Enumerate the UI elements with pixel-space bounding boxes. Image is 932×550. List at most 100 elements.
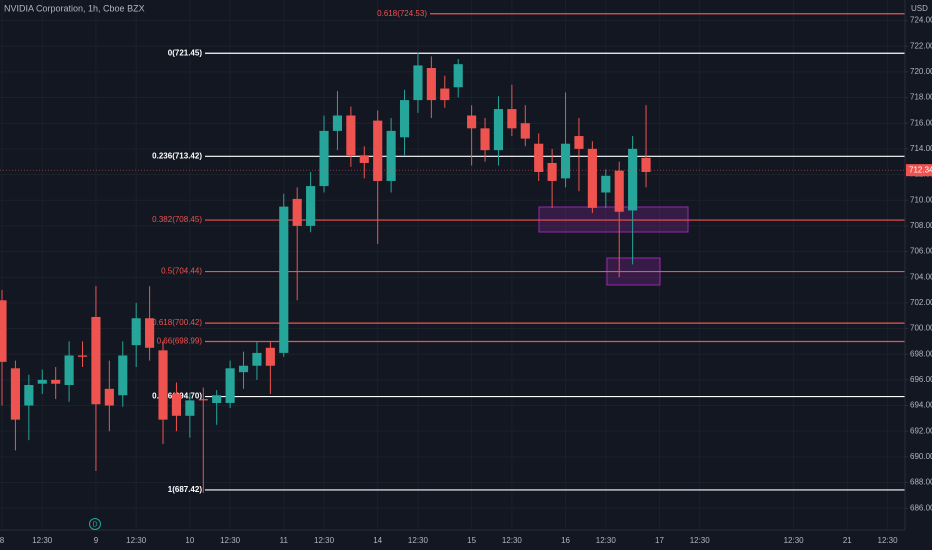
candle-body bbox=[10, 368, 20, 420]
candle-body bbox=[306, 186, 316, 226]
candle-body bbox=[440, 88, 450, 101]
x-tick-label: 16 bbox=[561, 536, 570, 545]
fib-label: 0.618(700.42) bbox=[152, 318, 202, 327]
y-tick-label: 710.00 bbox=[910, 195, 932, 204]
candle-body bbox=[185, 400, 195, 416]
x-tick-label: 11 bbox=[280, 536, 289, 545]
candle-body bbox=[426, 68, 436, 101]
y-tick-label: 718.00 bbox=[910, 93, 932, 102]
chart-title: NVIDIA Corporation, 1h, Cboe BZX bbox=[4, 3, 145, 13]
candle-body bbox=[346, 115, 356, 156]
candle-body bbox=[386, 130, 396, 181]
last-price-box bbox=[906, 164, 932, 177]
y-tick-label: 688.00 bbox=[910, 478, 932, 487]
x-tick-label: 12:30 bbox=[314, 536, 335, 545]
candle-body bbox=[614, 170, 624, 212]
candle-body bbox=[507, 109, 517, 129]
x-tick-label: 12:30 bbox=[690, 536, 711, 545]
candle-body bbox=[225, 368, 235, 403]
candle-body bbox=[292, 198, 302, 226]
y-tick-label: 698.00 bbox=[910, 349, 932, 358]
candle-body bbox=[560, 143, 571, 179]
dividend-icon[interactable] bbox=[89, 518, 101, 530]
y-tick-label: 720.00 bbox=[910, 67, 932, 76]
x-tick-label: 12:30 bbox=[596, 536, 617, 545]
candle-body bbox=[319, 130, 329, 187]
y-tick-label: 704.00 bbox=[910, 272, 932, 281]
candle-body bbox=[547, 162, 557, 181]
candle-body bbox=[104, 388, 114, 406]
currency: USD bbox=[911, 4, 928, 13]
dividend-marker[interactable]: D bbox=[92, 521, 97, 528]
fib-label: 0.618(724.53) bbox=[377, 9, 427, 18]
fib-label: 0.236(713.42) bbox=[152, 151, 202, 160]
y-tick-label: 708.00 bbox=[910, 221, 932, 230]
candle-body bbox=[118, 355, 128, 396]
candle-body bbox=[641, 157, 651, 172]
y-tick-label: 706.00 bbox=[910, 247, 932, 256]
y-tick-label: 690.00 bbox=[910, 452, 932, 461]
x-tick-label: 12:30 bbox=[878, 536, 899, 545]
y-tick-label: 686.00 bbox=[910, 503, 932, 512]
x-tick-label: 12:30 bbox=[220, 536, 241, 545]
last-price-label: 712.34 bbox=[909, 165, 932, 174]
y-tick-label: 714.00 bbox=[910, 144, 932, 153]
fib-label: 0.382(708.45) bbox=[152, 215, 202, 224]
candle-body bbox=[520, 123, 530, 139]
candle-body bbox=[145, 318, 155, 348]
fib-label-bg bbox=[165, 151, 203, 162]
y-tick-label: 692.00 bbox=[910, 426, 932, 435]
x-tick-label: 12:30 bbox=[32, 536, 53, 545]
candle-body bbox=[77, 355, 88, 357]
candle-body bbox=[64, 355, 74, 385]
candle-body bbox=[0, 300, 7, 362]
candle-body bbox=[171, 393, 181, 416]
candle-body bbox=[24, 384, 34, 406]
fib-label-bg bbox=[165, 484, 203, 495]
fib-label: 0(721.45) bbox=[168, 48, 203, 57]
y-tick-label: 722.00 bbox=[910, 41, 932, 50]
x-tick-label: 12:30 bbox=[408, 536, 429, 545]
x-tick-label: 12:30 bbox=[502, 536, 523, 545]
candle-body bbox=[198, 399, 208, 401]
candle-body bbox=[413, 65, 423, 101]
candle-body bbox=[252, 352, 262, 366]
y-tick-label: 700.00 bbox=[910, 324, 932, 333]
x-tick-label: 12:30 bbox=[126, 536, 147, 545]
candle-body bbox=[453, 64, 463, 88]
x-tick-label: 9 bbox=[94, 536, 99, 545]
fib-levels: 0.618(724.53) 0(721.45) 0.236(713.42) 0.382… bbox=[152, 9, 905, 495]
candle-body bbox=[467, 115, 477, 129]
candle-body bbox=[279, 206, 289, 353]
y-tick-label: 724.00 bbox=[910, 16, 932, 25]
x-tick-label: 8 bbox=[0, 536, 5, 545]
candle-body bbox=[131, 318, 141, 346]
fib-label: 0.66(698.99) bbox=[157, 337, 203, 346]
candle-body bbox=[399, 100, 410, 138]
y-tick-label: 716.00 bbox=[910, 118, 932, 127]
x-tick-label: 15 bbox=[467, 536, 476, 545]
candle-body bbox=[601, 175, 611, 193]
candle-body bbox=[534, 143, 544, 172]
candle-body bbox=[480, 128, 490, 151]
candle-body bbox=[628, 148, 638, 211]
x-tick-label: 21 bbox=[843, 536, 852, 545]
axes: 686.00 688.00 690.00 692.00 694.00 696.00 698.… bbox=[0, 16, 932, 545]
fib-label-bg bbox=[165, 48, 203, 59]
candle-body bbox=[238, 365, 249, 373]
fib-label-bg bbox=[165, 391, 203, 402]
x-tick-label: 14 bbox=[373, 536, 382, 545]
candle-body bbox=[91, 316, 101, 405]
candle-body bbox=[158, 350, 168, 420]
candle-body bbox=[51, 379, 61, 384]
y-tick-label: 694.00 bbox=[910, 401, 932, 410]
candle-body bbox=[493, 109, 504, 151]
x-tick-label: 17 bbox=[655, 536, 664, 545]
fib-label: 1(687.42) bbox=[168, 485, 203, 494]
candles bbox=[0, 52, 651, 493]
y-tick-label: 702.00 bbox=[910, 298, 932, 307]
candle-body bbox=[332, 115, 343, 131]
x-tick-label: 12:30 bbox=[784, 536, 805, 545]
